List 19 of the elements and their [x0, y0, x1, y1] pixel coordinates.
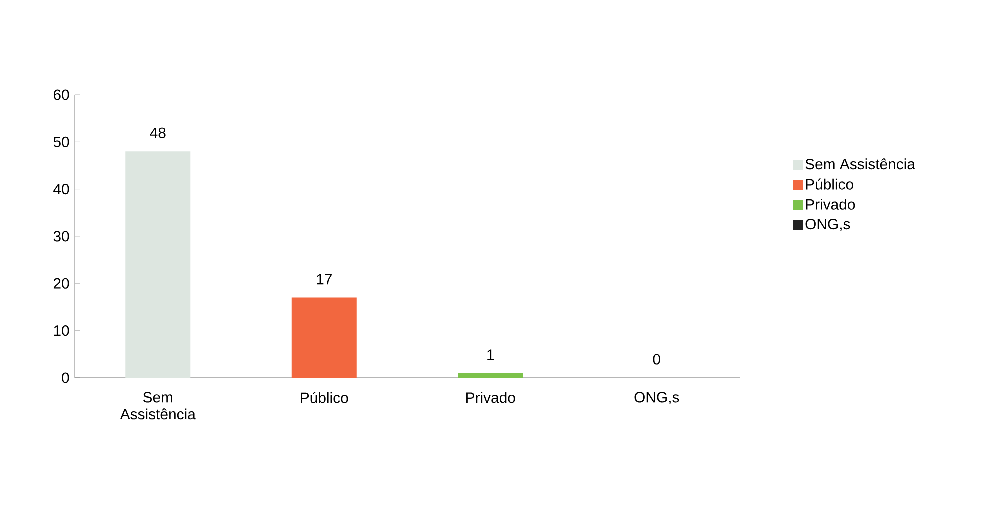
y-tick-label: 30 [54, 231, 70, 242]
y-tick-label: 10 [54, 326, 70, 336]
y-tick-label: 40 [54, 184, 70, 195]
x-tick-label: Sem Assistência [120, 392, 196, 420]
data-label: 0 [653, 354, 660, 365]
legend-label: ONG,s [806, 218, 850, 232]
y-tick-label: 60 [54, 90, 70, 100]
x-tick-label: Público [301, 392, 348, 404]
data-label: 48 [150, 128, 166, 138]
x-tick-label: ONG,s [634, 392, 680, 405]
data-label: 1 [488, 350, 494, 360]
legend-label: Público [806, 178, 854, 190]
y-tick-label: 0 [62, 372, 70, 384]
data-label: 17 [317, 274, 332, 285]
legend-label: Sem Assistência [806, 158, 916, 170]
x-tick-label: Privado [466, 392, 516, 404]
legend-label: Privado [806, 198, 856, 210]
y-tick-label: 20 [54, 278, 70, 289]
y-tick-label: 50 [54, 136, 70, 148]
